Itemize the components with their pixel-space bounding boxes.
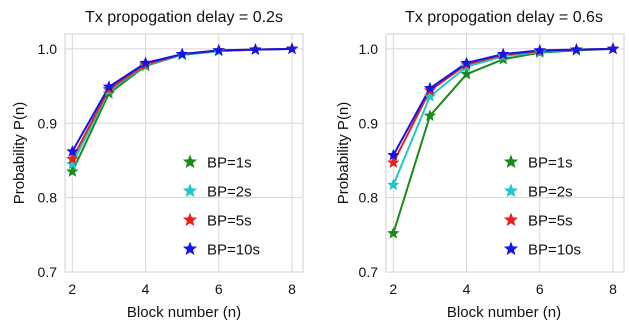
data-point-star — [606, 42, 620, 55]
y-tick-label: 0.8 — [359, 190, 379, 206]
legend: BP=1s BP=2s BP=5s BP=10s — [503, 154, 581, 259]
x-tick-label: 6 — [215, 281, 223, 297]
y-tick-label: 0.8 — [38, 190, 58, 206]
x-tick-label: 4 — [463, 281, 471, 297]
x-tick-label: 8 — [288, 281, 296, 297]
x-tick-label: 2 — [389, 281, 397, 297]
y-tick-label: 1.0 — [359, 41, 379, 57]
legend-marker — [503, 241, 519, 256]
legend-marker — [503, 212, 519, 227]
y-tick-label: 0.9 — [38, 115, 58, 131]
data-point-star — [66, 152, 79, 165]
data-point-star — [212, 43, 225, 56]
x-tick-label: 4 — [142, 281, 150, 297]
y-tick-labels: 0.7 0.8 0.9 1.0 — [38, 41, 58, 280]
legend-marker — [503, 154, 519, 169]
x-tick-labels: 2 4 6 8 — [389, 281, 617, 297]
legend-label: BP=2s — [528, 184, 573, 201]
data-point-star — [387, 226, 400, 239]
chart-panel-left: Tx propogation delay = 0.2s 0.7 0.8 0.9 1.0… — [11, 9, 304, 321]
data-point-star — [66, 145, 79, 157]
y-axis-label: Probability P(n) — [11, 102, 28, 205]
data-point-star — [102, 80, 116, 93]
legend-marker — [182, 183, 198, 198]
data-point-star — [570, 43, 583, 55]
data-point-star — [387, 178, 400, 191]
x-axis-label: Block number (n) — [447, 304, 561, 321]
data-point-star — [387, 156, 400, 168]
y-tick-label: 0.7 — [359, 264, 379, 280]
chart-title: Tx propogation delay = 0.6s — [405, 9, 603, 26]
x-tick-label: 6 — [536, 281, 544, 297]
y-tick-label: 0.9 — [359, 115, 379, 131]
legend-label: BP=10s — [207, 242, 260, 259]
data-point-star — [423, 109, 437, 122]
y-axis-label: Probability P(n) — [335, 102, 352, 205]
legend-marker — [182, 212, 198, 227]
legend: BP=1s BP=2s BP=5s BP=10s — [182, 154, 260, 259]
data-point-star — [423, 81, 437, 94]
data-point-star — [423, 89, 437, 102]
y-tick-labels: 0.7 0.8 0.9 1.0 — [359, 41, 379, 280]
data-point-star — [496, 47, 510, 60]
legend-marker — [182, 154, 198, 169]
data-point-star — [460, 56, 473, 69]
data-point-star — [175, 47, 189, 60]
x-tick-labels: 2 4 6 8 — [68, 281, 296, 297]
legend-label: BP=5s — [528, 213, 573, 230]
legend-marker — [503, 183, 519, 198]
series-markers — [387, 42, 620, 239]
plot-area — [64, 33, 304, 273]
legend-label: BP=5s — [207, 213, 252, 230]
plot-area — [385, 33, 625, 273]
series-markers — [66, 42, 299, 177]
x-tick-label: 2 — [68, 281, 76, 297]
data-point-star — [285, 42, 299, 55]
data-point-star — [387, 148, 400, 161]
data-point-star — [139, 56, 152, 69]
legend-label: BP=2s — [207, 184, 252, 201]
data-point-star — [533, 43, 546, 56]
chart-panel-right: Tx propogation delay = 0.6s 0.7 0.8 0.9 1.0… — [335, 9, 625, 321]
legend-label: BP=1s — [528, 155, 573, 172]
data-point-star — [66, 165, 79, 177]
legend-marker — [182, 241, 198, 256]
data-point-star — [66, 157, 79, 170]
y-tick-label: 1.0 — [38, 41, 58, 57]
legend-label: BP=10s — [528, 242, 581, 259]
y-tick-label: 0.7 — [38, 264, 58, 280]
x-tick-label: 8 — [609, 281, 617, 297]
grid-lines — [65, 34, 303, 273]
data-point-star — [460, 67, 473, 80]
x-axis-label: Block number (n) — [127, 304, 241, 321]
chart-title: Tx propogation delay = 0.2s — [85, 9, 283, 26]
data-point-star — [249, 43, 262, 55]
legend-label: BP=1s — [207, 155, 252, 172]
